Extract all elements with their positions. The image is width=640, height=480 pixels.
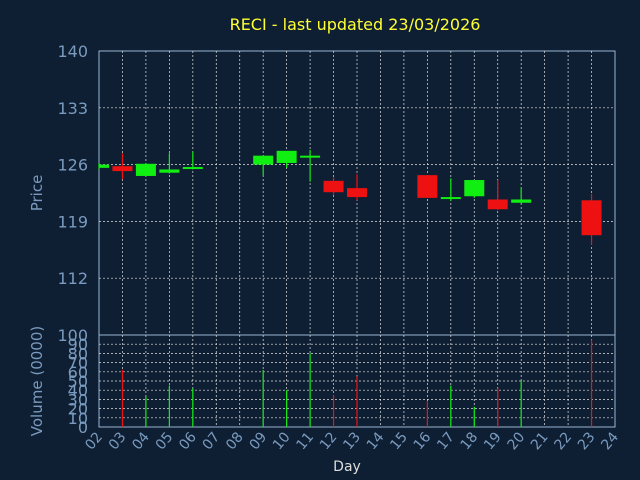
candle-body (159, 169, 180, 173)
volume-tick-label: 60 (68, 363, 88, 382)
price-tick-label: 112 (57, 269, 88, 288)
day-axis-label: Day (333, 459, 361, 475)
candle-body (182, 167, 203, 170)
volume-tick-label: 80 (68, 344, 88, 363)
volume-tick-label: 40 (68, 381, 88, 400)
volume-tick-label: 20 (68, 400, 88, 419)
volume-axis-label: Volume (0000) (28, 326, 46, 436)
candle-body (99, 164, 109, 168)
volume-tick-label: 0 (78, 418, 88, 437)
day-axis-ticks: 02 03 04 05 06 07 08 09 10 11 12 13 14 15 16 17 18 19 20 21… (82, 429, 622, 453)
volume-tick-label: 30 (68, 390, 88, 409)
candle-body (440, 197, 461, 200)
chart-title: RECI - last updated 23/03/2026 (230, 15, 481, 34)
volume-tick-label: 10 (68, 409, 88, 428)
volume-tick-label: 100 (57, 326, 88, 345)
price-axis-label: Price (28, 175, 46, 212)
candle-body (300, 155, 321, 158)
candle-body (487, 199, 508, 210)
grid-lines (99, 51, 615, 427)
volume-tick-label: 50 (68, 372, 88, 391)
volume-tick-label: 70 (68, 354, 88, 373)
price-candles (98, 149, 602, 245)
candle-body (464, 180, 485, 197)
candle-body (417, 175, 438, 198)
candle-body (347, 188, 367, 198)
candle-body (253, 155, 274, 165)
candle-body (511, 199, 532, 203)
price-tick-label: 133 (57, 99, 88, 118)
candle-body (135, 163, 156, 176)
candle-body (276, 150, 297, 163)
volume-bars (121, 339, 593, 427)
price-tick-label: 140 (57, 42, 88, 61)
price-tick-label: 119 (57, 212, 88, 231)
candle-body (112, 166, 133, 172)
candle-body (581, 200, 602, 236)
candle-body (323, 180, 344, 193)
price-tick-label: 126 (57, 156, 88, 175)
volume-tick-label: 90 (68, 335, 88, 354)
price-axis-ticks: 140 133 126 119 112 (57, 42, 88, 288)
